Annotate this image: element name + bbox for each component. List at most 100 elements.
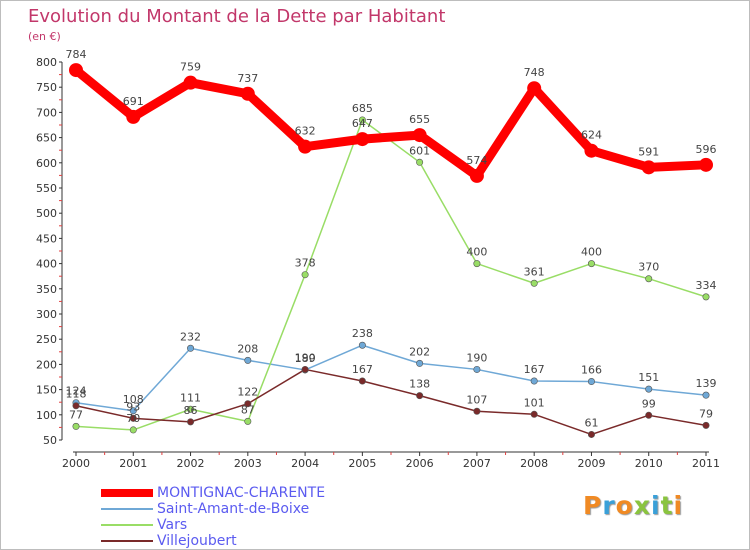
series-line bbox=[71, 65, 711, 181]
data-label: 361 bbox=[524, 265, 545, 278]
x-tick-label: 2002 bbox=[177, 457, 205, 470]
data-label: 111 bbox=[180, 391, 201, 404]
chart-legend: MONTIGNAC-CHARENTE Saint-Amant-de-Boixe Va… bbox=[101, 485, 501, 549]
data-label: 378 bbox=[295, 257, 316, 270]
chart-axes: 50 100 150 200 250 300 350 400 450 500 550 600 650 70… bbox=[36, 56, 720, 470]
x-tick-label: 2010 bbox=[635, 457, 663, 470]
data-label: 737 bbox=[237, 72, 258, 85]
data-label: 118 bbox=[66, 388, 87, 401]
data-label: 400 bbox=[581, 246, 602, 259]
data-point bbox=[183, 75, 198, 90]
data-label: 166 bbox=[581, 364, 602, 377]
y-tick-label: 400 bbox=[36, 258, 57, 271]
data-point bbox=[69, 63, 83, 78]
data-label: 77 bbox=[69, 408, 83, 421]
legend-label: Villejoubert bbox=[157, 533, 237, 549]
legend-swatch bbox=[101, 508, 153, 510]
y-tick-label: 50 bbox=[43, 434, 57, 447]
logo-letter: o bbox=[615, 491, 634, 520]
series-line bbox=[75, 344, 707, 412]
data-point bbox=[530, 279, 538, 287]
data-point bbox=[645, 411, 653, 419]
data-label: 202 bbox=[409, 345, 430, 358]
data-label: 108 bbox=[123, 393, 144, 406]
data-point bbox=[645, 385, 653, 393]
legend-label: MONTIGNAC-CHARENTE bbox=[157, 485, 326, 501]
legend-item: Vars bbox=[101, 517, 501, 533]
data-label: 655 bbox=[409, 113, 430, 126]
data-label: 99 bbox=[642, 397, 656, 410]
data-point bbox=[527, 81, 542, 96]
data-point bbox=[126, 109, 141, 124]
data-label: 574 bbox=[466, 154, 487, 167]
legend-label: Saint-Amant-de-Boixe bbox=[157, 501, 310, 517]
y-tick-label: 350 bbox=[36, 283, 57, 296]
data-point bbox=[301, 271, 309, 279]
data-point bbox=[587, 378, 595, 386]
data-point bbox=[587, 430, 595, 438]
y-tick-label: 500 bbox=[36, 207, 57, 220]
data-label: 759 bbox=[180, 61, 201, 74]
data-label: 238 bbox=[352, 327, 373, 340]
legend-item: Saint-Amant-de-Boixe bbox=[101, 501, 501, 517]
data-label: 632 bbox=[295, 125, 316, 138]
data-point bbox=[358, 377, 366, 385]
data-point bbox=[530, 377, 538, 385]
data-point bbox=[129, 414, 137, 422]
data-point bbox=[244, 417, 252, 425]
data-point bbox=[244, 400, 252, 408]
data-label: 189 bbox=[295, 352, 316, 365]
data-point bbox=[301, 365, 309, 373]
data-point bbox=[641, 160, 656, 175]
legend-swatch bbox=[101, 524, 153, 526]
y-tick-label: 800 bbox=[36, 56, 57, 69]
data-point bbox=[72, 402, 80, 410]
x-tick-label: 2003 bbox=[234, 457, 262, 470]
data-label: 370 bbox=[638, 261, 659, 274]
data-label: 400 bbox=[466, 246, 487, 259]
y-tick-label: 750 bbox=[36, 81, 57, 94]
data-point bbox=[129, 407, 137, 415]
data-point bbox=[530, 410, 538, 418]
data-point bbox=[473, 260, 481, 268]
y-tick-label: 600 bbox=[36, 157, 57, 170]
data-point bbox=[473, 407, 481, 415]
data-point bbox=[416, 158, 424, 166]
data-label: 167 bbox=[352, 363, 373, 376]
data-label: 86 bbox=[184, 404, 198, 417]
logo-letter: P bbox=[583, 491, 603, 520]
data-label: 122 bbox=[237, 386, 258, 399]
data-point bbox=[584, 143, 599, 158]
y-tick-label: 300 bbox=[36, 308, 57, 321]
y-tick-label: 200 bbox=[36, 358, 57, 371]
data-point bbox=[72, 422, 80, 430]
data-point bbox=[240, 86, 255, 101]
x-tick-label: 2008 bbox=[520, 457, 548, 470]
data-label: 748 bbox=[524, 66, 545, 79]
data-label: 167 bbox=[524, 363, 545, 376]
data-point bbox=[469, 168, 484, 183]
data-point bbox=[587, 260, 595, 268]
logo-letter: i bbox=[673, 491, 684, 520]
data-point bbox=[187, 344, 195, 352]
data-label: 591 bbox=[638, 145, 659, 158]
data-label: 139 bbox=[696, 377, 717, 390]
y-tick-label: 250 bbox=[36, 333, 57, 346]
y-tick-label: 100 bbox=[36, 409, 57, 422]
y-tick-label: 150 bbox=[36, 384, 57, 397]
chart-unit-label: (en €) bbox=[28, 30, 61, 43]
data-label: 101 bbox=[524, 396, 545, 409]
data-label: 138 bbox=[409, 378, 430, 391]
y-tick-label: 650 bbox=[36, 132, 57, 145]
data-point bbox=[645, 275, 653, 283]
chart-title: Evolution du Montant de la Dette par Hab… bbox=[28, 6, 446, 27]
data-point bbox=[699, 157, 713, 172]
data-label: 93 bbox=[126, 400, 140, 413]
data-point bbox=[416, 359, 424, 367]
proxiti-logo: Proxiti bbox=[583, 491, 683, 520]
data-point bbox=[416, 392, 424, 400]
legend-swatch bbox=[101, 540, 153, 542]
x-tick-label: 2004 bbox=[291, 457, 319, 470]
